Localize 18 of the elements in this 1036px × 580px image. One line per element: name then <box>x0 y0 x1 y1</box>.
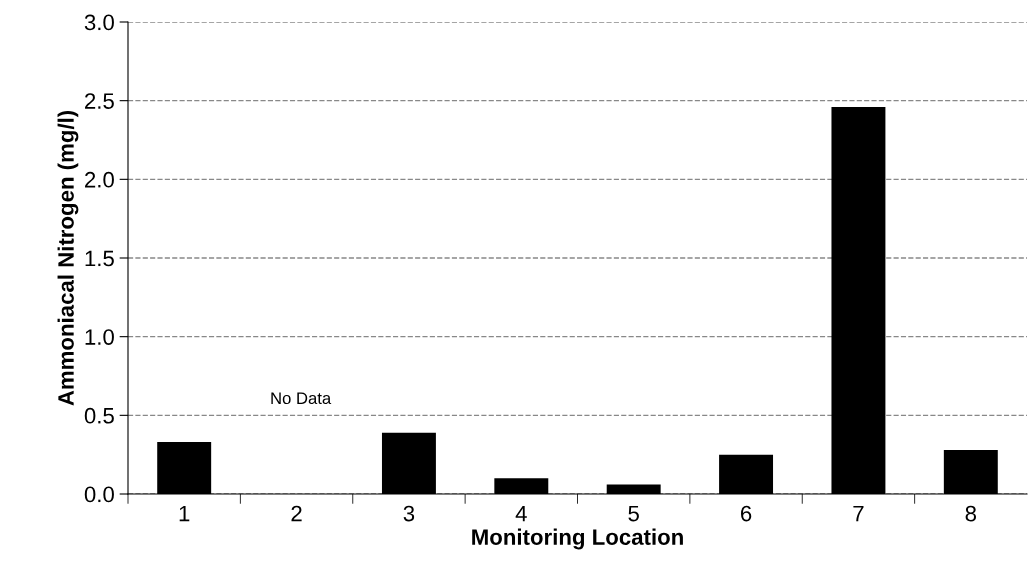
x-tick-label: 1 <box>179 505 190 522</box>
y-tick-label: 0.5 <box>84 407 114 424</box>
y-tick-label: 2.0 <box>85 171 114 188</box>
x-tick-label: 5 <box>628 505 639 522</box>
x-tick-label: 2 <box>291 505 302 522</box>
y-tick-label: 3.0 <box>84 14 114 31</box>
y-tick-label: 1.5 <box>85 250 114 267</box>
x-tick-label: 6 <box>741 505 752 522</box>
x-tick-label: 7 <box>853 505 864 522</box>
x-axis-title: Monitoring Location <box>472 528 683 550</box>
y-tick-label: 2.5 <box>85 93 114 109</box>
x-tick-label: 8 <box>965 505 977 522</box>
y-tick-label: 0.0 <box>84 486 114 503</box>
x-tick-label: 4 <box>515 505 527 522</box>
y-tick-label: 1.0 <box>85 329 114 345</box>
x-tick-label: 3 <box>403 505 415 522</box>
y-axis-title: Ammoniacal Nitrogen (mg/l) <box>57 110 79 406</box>
annotation: No Data <box>271 392 332 405</box>
